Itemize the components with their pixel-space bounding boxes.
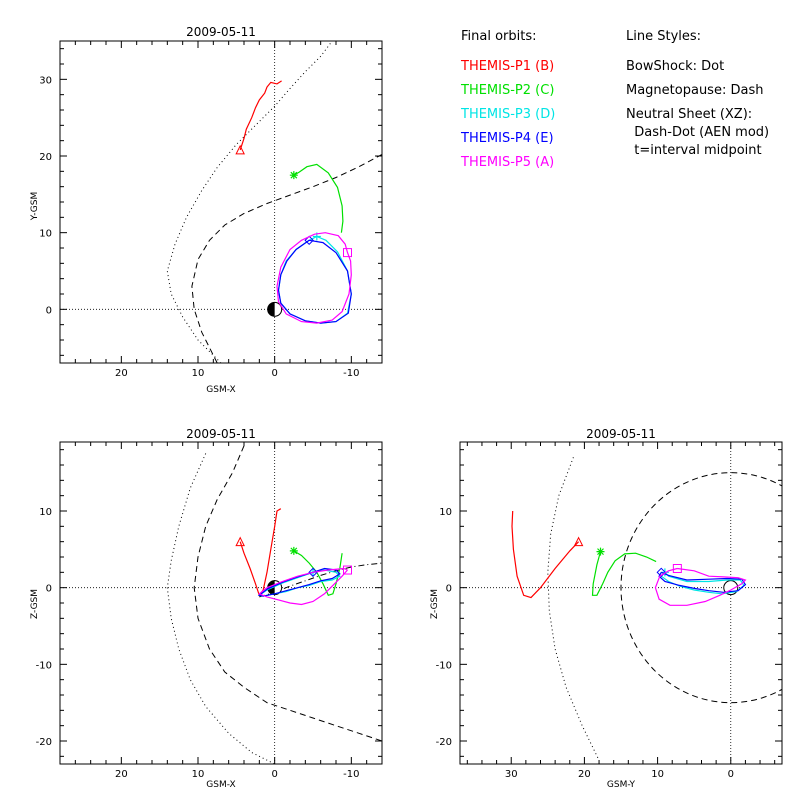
plot-xy-xtick-label: 10 (192, 368, 205, 379)
plot-yz-xtick-label: 20 (578, 769, 591, 780)
legend-entry-p2: THEMIS-P2 (C) (460, 83, 554, 98)
plot-xy-magnetopause-line (191, 154, 382, 363)
plot-yz-xtick-label: 0 (728, 769, 734, 780)
plot-yz-orbit-p4 (658, 571, 747, 593)
plot-xy-orbit-p5 (276, 232, 352, 324)
plot-yz-xtick-label: 10 (651, 769, 664, 780)
plot-yz-orbit-p1-marker (573, 536, 584, 547)
plot-xz-ytick-label: -10 (36, 660, 52, 671)
plot-yz-ytick-label: -20 (436, 737, 452, 748)
plot-xy-orbit-p4 (277, 239, 352, 324)
legend-entry-p5: THEMIS-P5 (A) (460, 155, 554, 170)
plot-xy-plot-area (60, 41, 382, 363)
plot-xy-ytick-label: 10 (39, 229, 52, 240)
plot-yz: 30 20 10 0 10 0 -10 -20 (436, 441, 783, 780)
legend: Final orbits: Line Styles: THEMIS-P1 (B)… (460, 29, 769, 170)
plot-xy-xlabel: GSM-X (206, 385, 235, 395)
style-line-bowshock: BowShock: Dot (626, 59, 724, 74)
plot-yz-title: 2009-05-11 (586, 427, 656, 441)
plot-xz-frame (59, 441, 383, 765)
plot-yz-xtick-label: 30 (505, 769, 518, 780)
plot-yz-xlabel: GSM-Y (607, 780, 636, 790)
plot-xz-xlabel: GSM-X (206, 780, 235, 790)
plot-yz-orbit-p2-marker (596, 547, 605, 556)
plot-xy-orbit-p1-marker (235, 144, 245, 155)
plot-xz-orbit-p5-marker (343, 565, 352, 575)
plot-xz-orbit-p4-marker (308, 567, 318, 578)
style-line-magnetopause: Magnetopause: Dash (626, 83, 763, 98)
plot-xy-orbit-p4-marker (304, 235, 314, 246)
plot-xz-ytick-label: 0 (46, 584, 52, 595)
plot-xy-earth-icon (267, 301, 283, 317)
plot-yz-magnetopause-line (620, 472, 782, 704)
plot-xy-frame (59, 40, 383, 364)
plot-yz-frame (459, 441, 783, 765)
plot-yz-orbit-p4-marker (656, 567, 666, 578)
plot-xz-xtick-label: 0 (271, 769, 277, 780)
plot-xy-orbit-p2 (293, 163, 344, 233)
plot-xy-orbit-p1 (239, 80, 282, 151)
plot-yz-bowshock-line (547, 457, 600, 761)
plot-yz-plot-area (460, 442, 782, 764)
plot-yz-ytick-label: -10 (436, 660, 452, 671)
plot-yz-orbit-p5-marker (672, 564, 682, 573)
plot-yz-orbit-p2 (591, 551, 657, 596)
plot-xz-neutral-sheet-line (259, 562, 382, 598)
plot-yz-ylabel: Z-GSM (430, 589, 440, 619)
plot-xy-title: 2009-05-11 (186, 25, 256, 39)
plot-xz-title: 2009-05-11 (186, 427, 256, 441)
plot-xz-bowshock-line (166, 453, 275, 764)
plot-xz-xtick-label: -10 (343, 769, 359, 780)
line-styles-title: Line Styles: (626, 29, 701, 44)
legend-entry-p3: THEMIS-P3 (D) (460, 107, 555, 122)
plot-xz-orbit-p4 (257, 567, 341, 597)
plot-yz-orbit-p1 (511, 510, 580, 599)
plot-xy: 20 10 0 -10 0 10 20 30 (39, 40, 383, 379)
plot-xy-ytick-label: 30 (39, 75, 52, 86)
plot-xy-bowshock-line (166, 41, 333, 363)
legend-entry-p1: THEMIS-P1 (B) (460, 59, 554, 74)
style-line-neutral-sheet-detail: Dash-Dot (AEN mod) (626, 125, 769, 140)
plot-xy-ylabel: Y-GSM (30, 192, 40, 221)
plot-xz-ytick-label: 10 (39, 507, 52, 518)
plot-xz-orbit-p1-marker (235, 536, 245, 547)
style-line-interval-note: t=interval midpoint (626, 143, 762, 158)
plot-xz-xtick-label: 20 (115, 769, 128, 780)
plot-yz-ytick-label: 0 (446, 584, 452, 595)
plot-xz-plot-area (60, 442, 382, 764)
plot-yz-orbit-p5 (654, 567, 747, 606)
plot-xy-ytick-label: 20 (39, 152, 52, 163)
plot-xy-ytick-label: 0 (46, 305, 52, 316)
plot-xz-orbit-p5 (258, 567, 348, 606)
style-line-neutral-sheet: Neutral Sheet (XZ): (626, 107, 752, 122)
plot-yz-ytick-label: 10 (439, 507, 452, 518)
plot-xy-orbit-p5-marker (343, 248, 352, 258)
final-orbits-title: Final orbits: (461, 29, 537, 44)
plot-xz-xtick-label: 10 (192, 769, 205, 780)
plot-xy-orbit-p2-marker (289, 171, 298, 180)
plot-xz-ytick-label: -20 (36, 737, 52, 748)
plot-xz-magnetopause-line (193, 445, 382, 742)
plot-xz-orbit-p2 (293, 550, 343, 597)
plot-xz: 20 10 0 -10 10 0 -10 -20 (36, 441, 383, 780)
plot-xy-xtick-label: 20 (115, 368, 128, 379)
plot-xz-ylabel: Z-GSM (30, 589, 40, 619)
plot-xz-orbit-p2-marker (289, 546, 298, 555)
plot-xy-xtick-label: -10 (343, 368, 359, 379)
plot-xy-xtick-label: 0 (271, 368, 277, 379)
legend-entry-p4: THEMIS-P4 (E) (460, 131, 554, 146)
